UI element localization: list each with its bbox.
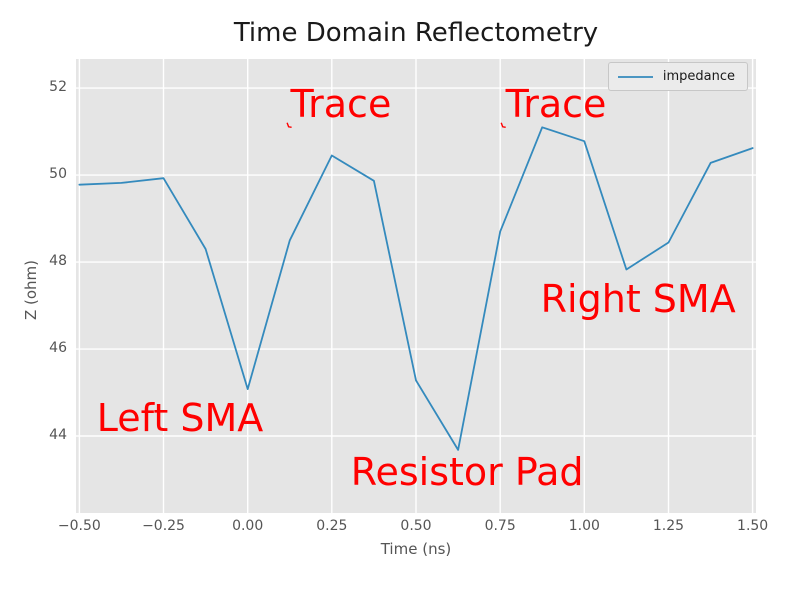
y-tick-label: 50 [49, 166, 67, 183]
x-tick-label: 0.50 [400, 518, 432, 534]
x-tick-label: −0.50 [57, 518, 101, 534]
x-tick-label: 1.50 [737, 518, 769, 534]
y-tick-label: 52 [49, 79, 67, 96]
x-tick-label: 0.75 [484, 518, 516, 534]
annotation-arrow-mark-icon [286, 122, 292, 128]
y-tick-label: 46 [49, 340, 67, 357]
x-tick-label: −0.25 [142, 518, 185, 534]
x-tick-label: 1.25 [652, 518, 685, 534]
chart-title: Time Domain Reflectometry [233, 18, 599, 48]
x-tick-label: 0.25 [316, 518, 348, 534]
annotation-right-sma: Right SMA [540, 276, 736, 321]
x-tick-label: 1.00 [568, 518, 600, 534]
y-tick-label: 48 [49, 253, 67, 270]
impedance-line [78, 126, 754, 451]
annotation-trace: Trace [505, 82, 607, 127]
y-tick-label: 44 [49, 427, 67, 444]
chart-canvas [76, 59, 756, 513]
legend-line-sample-icon [617, 75, 653, 78]
plot-area: impedance Trace Trace Left SMA Right SMA Res… [76, 59, 756, 513]
annotation-arrow-mark-icon [500, 122, 506, 128]
x-tick-label: 0.00 [232, 518, 264, 534]
legend: impedance [607, 62, 748, 91]
x-axis-label: Time (ns) [380, 540, 452, 558]
annotation-left-sma: Left SMA [96, 395, 264, 440]
legend-label: impedance [662, 69, 735, 84]
annotation-trace: Trace [290, 82, 392, 127]
annotation-resistor-pad: Resistor Pad [350, 450, 584, 495]
